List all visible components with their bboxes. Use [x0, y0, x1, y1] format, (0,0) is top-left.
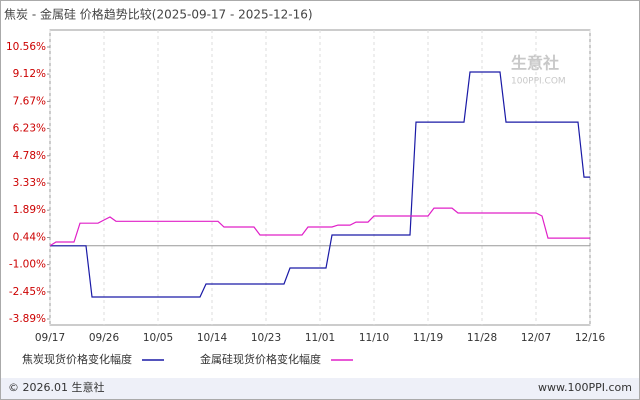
x-tick-label: 11/19: [413, 332, 443, 344]
x-tick-label: 11/10: [359, 332, 389, 344]
y-tick-label: -2.45%: [9, 286, 46, 298]
y-tick-label: 6.23%: [13, 123, 46, 135]
x-tick-label: 11/28: [467, 332, 497, 344]
series-line: [50, 71, 590, 298]
x-tick-label: 11/01: [305, 332, 335, 344]
y-tick-label: -1.00%: [9, 259, 46, 271]
y-tick-label: -3.89%: [9, 313, 46, 325]
x-tick-label: 09/17: [35, 332, 65, 344]
footer-left: © 2026.01 生意社: [8, 380, 104, 394]
watermark: 100PPI.COM: [511, 77, 566, 87]
x-tick-label: 10/05: [143, 332, 173, 344]
watermark: 生意社: [511, 54, 559, 73]
legend-label: 焦炭现货价格变化幅度: [22, 352, 132, 366]
y-tick-label: 1.89%: [13, 204, 46, 216]
chart-title: 焦炭 - 金属硅 价格趋势比较(2025-09-17 - 2025-12-16): [4, 7, 313, 22]
series-line: [49, 207, 590, 247]
y-tick-label: 7.67%: [13, 95, 46, 107]
y-tick-label: 0.44%: [13, 231, 46, 243]
x-tick-label: 10/14: [197, 332, 228, 344]
y-tick-label: 10.56%: [6, 41, 46, 53]
y-tick-label: 4.78%: [13, 150, 46, 162]
x-tick-label: 12/16: [575, 332, 606, 344]
footer-bar: [1, 378, 639, 399]
x-tick-label: 10/23: [251, 332, 281, 344]
legend-label: 金属硅现货价格变化幅度: [200, 352, 321, 366]
x-tick-label: 09/26: [89, 332, 120, 344]
footer-right: www.100PPI.com: [538, 381, 632, 394]
y-tick-label: 9.12%: [13, 68, 46, 80]
x-tick-label: 12/07: [521, 332, 551, 344]
y-tick-label: 3.33%: [13, 177, 46, 189]
